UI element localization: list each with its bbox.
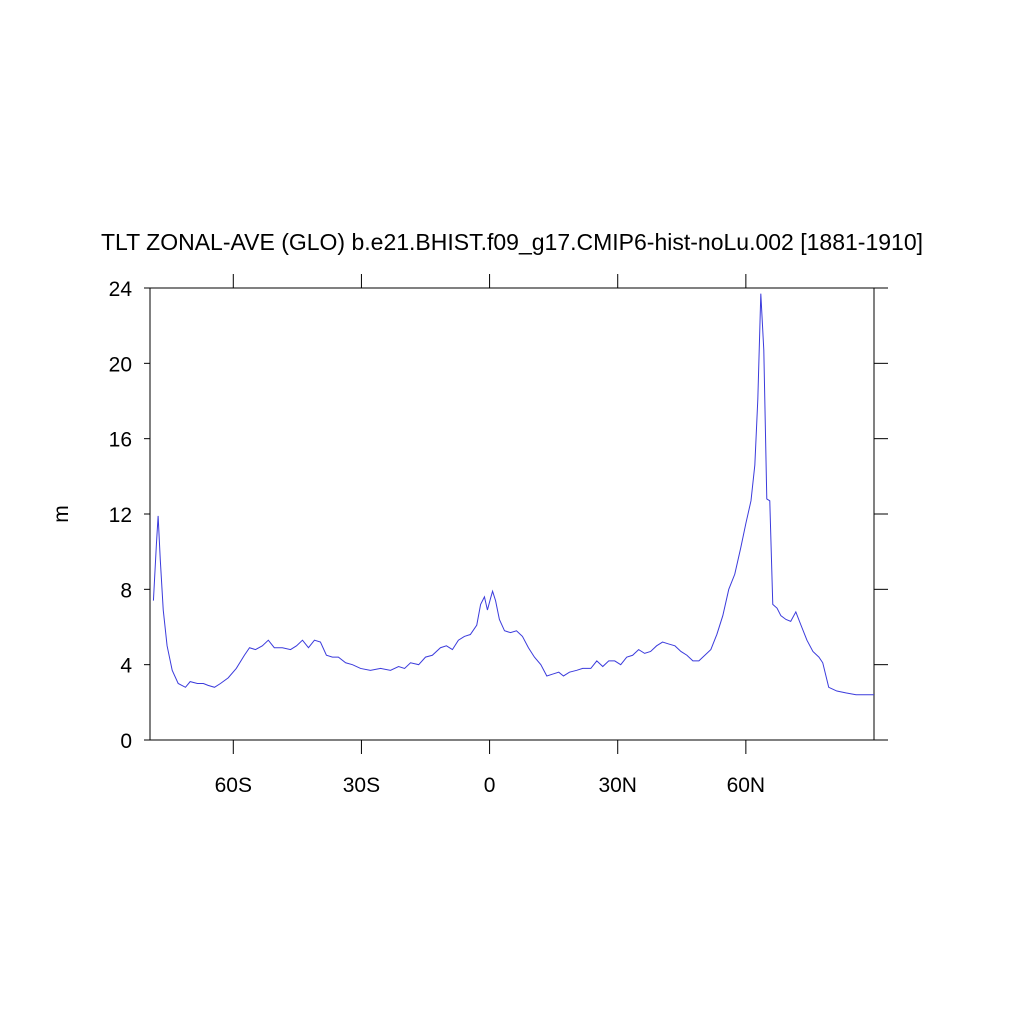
y-tick-label: 20 xyxy=(109,353,132,376)
data-line xyxy=(152,293,874,696)
y-tick-label: 12 xyxy=(109,504,132,527)
y-tick-label: 4 xyxy=(120,655,132,678)
plot-frame xyxy=(149,287,875,741)
y-axis-label: m xyxy=(50,505,73,523)
x-tick-label: 30S xyxy=(343,774,380,797)
y-tick-label: 24 xyxy=(109,278,133,301)
y-tick-label: 0 xyxy=(120,730,132,753)
x-tick-label: 0 xyxy=(484,774,496,797)
x-tick-label: 60N xyxy=(727,774,766,797)
chart-title: TLT ZONAL-AVE (GLO) b.e21.BHIST.f09_g17.… xyxy=(101,229,923,255)
x-tick-label: 30N xyxy=(598,774,637,797)
y-tick-label: 16 xyxy=(109,429,132,452)
x-tick-label: 60S xyxy=(215,774,252,797)
y-tick-label: 8 xyxy=(120,579,132,602)
